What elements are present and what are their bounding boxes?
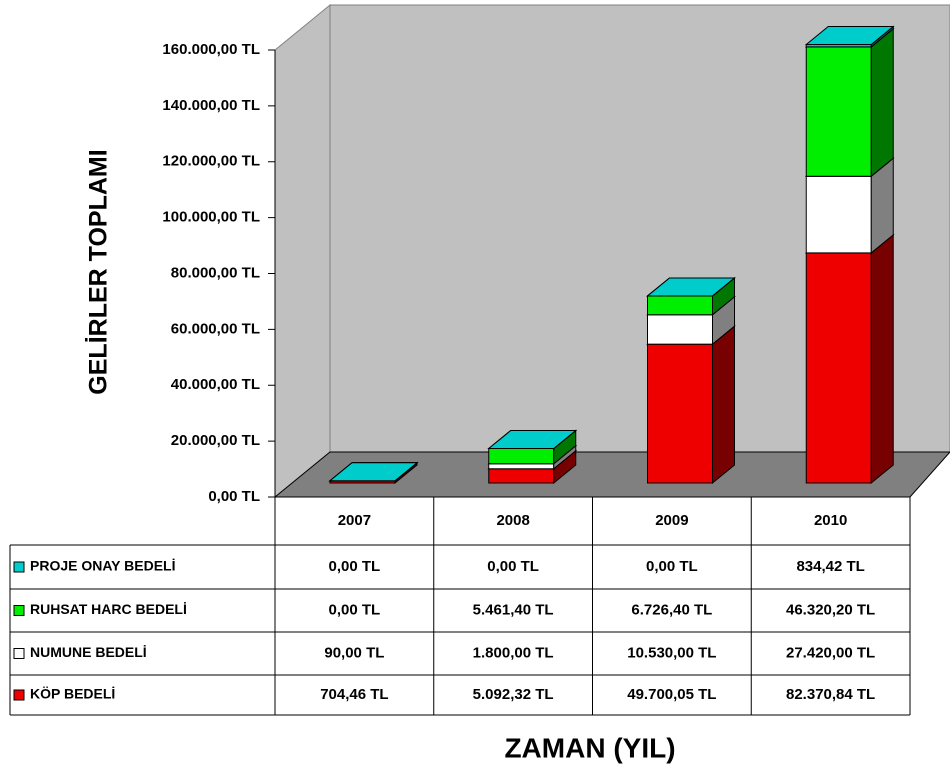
legend-label: RUHSAT HARC BEDELİ	[30, 601, 187, 617]
x-tick-label: 2010	[814, 512, 847, 529]
bar-front	[647, 314, 713, 345]
table-cell: 10.530,00 TL	[627, 644, 716, 661]
x-tick-label: 2009	[655, 512, 688, 529]
y-tick-label: 60.000,00 TL	[171, 320, 260, 337]
y-tick-label: 100.000,00 TL	[162, 209, 260, 226]
bar-front	[488, 463, 555, 470]
bar-front	[647, 343, 713, 484]
bar-front	[488, 447, 555, 465]
bar-front	[805, 46, 872, 177]
bar-top	[804, 26, 895, 46]
y-tick-label: 80.000,00 TL	[171, 264, 260, 281]
x-tick-label: 2008	[496, 512, 529, 529]
x-tick-label: 2007	[338, 512, 371, 529]
y-axis-title: GELİRLER TOPLAMI	[85, 149, 113, 394]
bar-side	[870, 233, 894, 485]
bar-segment	[646, 277, 736, 297]
table-cell: 704,46 TL	[320, 686, 388, 703]
legend-swatch	[13, 689, 25, 701]
bar-top	[328, 462, 419, 482]
bar-side	[870, 27, 894, 178]
table-cell: 1.800,00 TL	[473, 644, 554, 661]
legend-swatch	[13, 648, 25, 659]
bar-segment	[804, 27, 895, 178]
table-cell: 82.370,84 TL	[786, 686, 875, 703]
table-cell: 0,00 TL	[329, 558, 381, 575]
y-tick-label: 0,00 TL	[208, 488, 260, 505]
bar-segment	[804, 233, 895, 485]
legend-label: PROJE ONAY BEDELİ	[30, 558, 176, 574]
bar-side	[712, 325, 735, 485]
bar-segment	[804, 25, 895, 48]
table-cell: 46.320,20 TL	[786, 601, 875, 618]
table-cell: 90,00 TL	[324, 644, 384, 661]
table-cell: 6.726,40 TL	[631, 601, 712, 618]
table-cell: 49.700,05 TL	[627, 686, 716, 703]
bar-segment	[487, 429, 578, 449]
table-cell: 5.092,32 TL	[473, 686, 554, 703]
table-cell: 834,42 TL	[796, 558, 864, 575]
table-cell: 5.461,40 TL	[473, 601, 554, 618]
table-cell: 0,00 TL	[646, 558, 698, 575]
y-tick-label: 140.000,00 TL	[162, 97, 260, 114]
bar-front	[488, 468, 555, 484]
bar-segment	[646, 325, 736, 485]
legend-label: NUMUNE BEDELİ	[30, 644, 147, 660]
table-cell: 0,00 TL	[487, 558, 539, 575]
bar-top	[487, 429, 578, 449]
legend-label: KÖP BEDELİ	[30, 686, 115, 702]
y-tick-label: 120.000,00 TL	[162, 153, 260, 170]
bar-front	[647, 295, 713, 316]
table-cell: 27.420,00 TL	[786, 644, 875, 661]
bar-segment	[328, 462, 419, 482]
y-tick-label: 20.000,00 TL	[171, 432, 260, 449]
bar-front	[805, 175, 872, 254]
x-axis-title: ZAMAN (YIL)	[504, 732, 675, 763]
side-wall	[274, 3, 331, 499]
bar-top	[646, 277, 736, 297]
y-tick-label: 160.000,00 TL	[162, 41, 260, 58]
legend-swatch	[13, 605, 25, 616]
y-tick-label: 40.000,00 TL	[171, 376, 260, 393]
table-cell: 0,00 TL	[329, 601, 381, 618]
legend-swatch	[13, 561, 25, 573]
bar-front	[805, 252, 872, 484]
